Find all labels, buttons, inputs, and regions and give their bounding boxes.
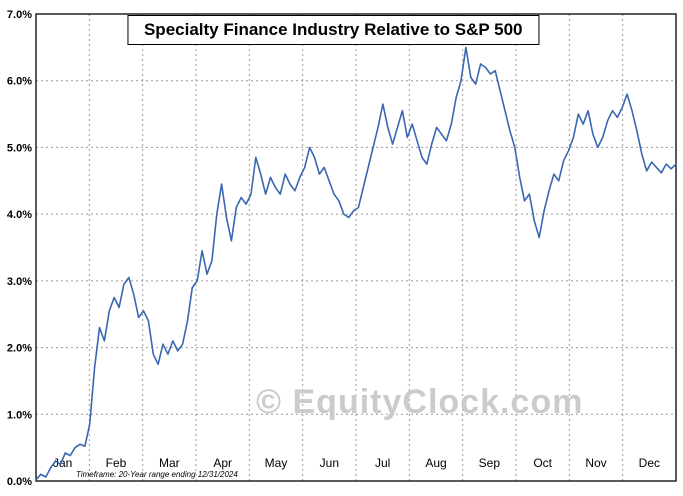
x-axis-label: Apr [213, 456, 232, 470]
y-axis-tick-label: 3.0% [7, 276, 32, 288]
x-axis-label: Sep [479, 456, 501, 470]
x-axis-label: Oct [533, 456, 552, 470]
y-axis-tick-label: 6.0% [7, 76, 32, 88]
y-axis-tick-label: 5.0% [7, 142, 32, 154]
timeframe-footnote: Timeframe: 20-Year range ending 12/31/20… [76, 470, 238, 479]
y-axis-tick-label: 2.0% [7, 343, 32, 355]
x-axis-label: Jul [375, 456, 390, 470]
series-line [35, 46, 677, 481]
x-axis-label: Feb [106, 456, 127, 470]
x-axis-label: Dec [639, 456, 660, 470]
x-axis-label: Aug [425, 456, 446, 470]
chart-title: Specialty Finance Industry Relative to S… [126, 15, 540, 45]
x-axis-label: Jan [53, 456, 72, 470]
plot-border [35, 13, 677, 482]
x-axis-label: Jun [320, 456, 339, 470]
y-axis-tick-label: 1.0% [7, 409, 32, 421]
y-axis-tick-label: 7.0% [7, 9, 32, 21]
x-axis-label: Mar [159, 456, 180, 470]
x-axis-label: Nov [585, 456, 606, 470]
y-axis-tick-label: 0.0% [7, 476, 32, 488]
x-axis-label: May [265, 456, 288, 470]
y-axis-tick-label: 4.0% [7, 209, 32, 221]
